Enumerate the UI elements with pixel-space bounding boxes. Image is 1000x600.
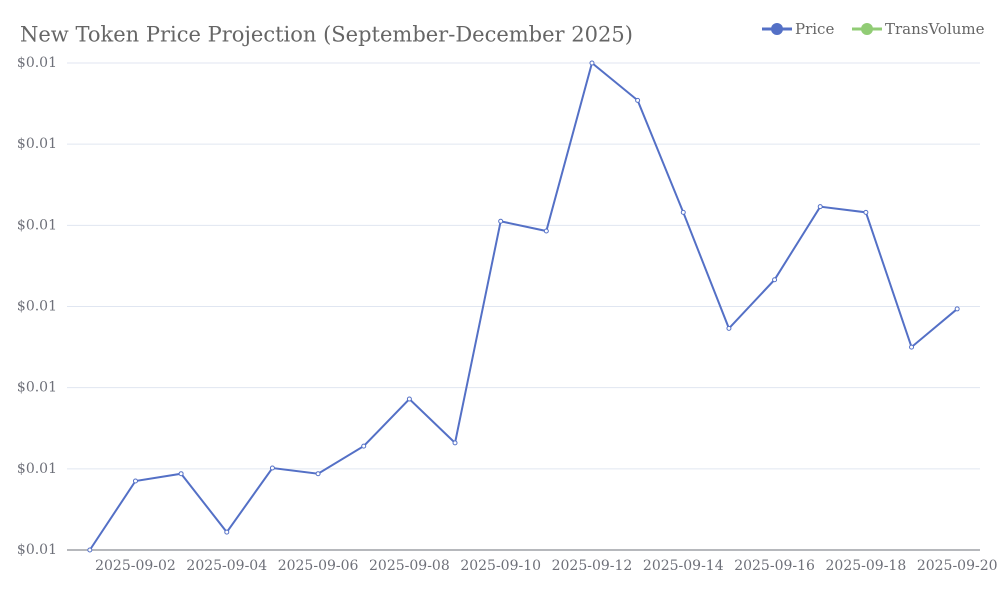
legend-marker (861, 23, 873, 35)
x-tick-label: 2025-09-06 (278, 558, 359, 574)
x-tick-label: 2025-09-12 (552, 558, 633, 574)
y-tick-label: $0.01 (17, 217, 57, 233)
data-point (817, 204, 823, 210)
data-point (452, 440, 458, 446)
data-point (726, 325, 732, 331)
x-tick-label: 2025-09-08 (369, 558, 450, 574)
data-point (635, 97, 641, 103)
x-tick-label: 2025-09-02 (95, 558, 176, 574)
y-tick-label: $0.01 (17, 542, 57, 558)
legend-marker (771, 23, 783, 35)
data-point (269, 465, 275, 471)
y-tick-label: $0.01 (17, 55, 57, 71)
x-tick-label: 2025-09-20 (917, 558, 998, 574)
data-point (680, 209, 686, 215)
data-point (224, 529, 230, 535)
data-point (178, 471, 184, 477)
data-point (863, 209, 869, 215)
y-tick-label: $0.01 (17, 299, 57, 315)
data-point (954, 306, 960, 312)
data-point (772, 277, 778, 283)
x-tick-label: 2025-09-18 (826, 558, 907, 574)
price-line (88, 61, 958, 551)
data-point (589, 60, 595, 66)
x-tick-label: 2025-09-16 (734, 558, 815, 574)
legend-item: Price (762, 20, 834, 38)
x-tick-label: 2025-09-14 (643, 558, 724, 574)
y-tick-label: $0.01 (17, 380, 57, 396)
legend-label: Price (795, 20, 834, 38)
data-point (498, 218, 504, 224)
legend-item: TransVolume (852, 20, 985, 38)
y-tick-label: $0.01 (17, 461, 57, 477)
data-point (87, 547, 93, 553)
data-point (406, 396, 412, 402)
data-point (909, 344, 915, 350)
data-point (132, 478, 138, 484)
x-tick-label: 2025-09-04 (186, 558, 267, 574)
chart-title: New Token Price Projection (September-De… (20, 23, 633, 47)
y-tick-label: $0.01 (17, 136, 57, 152)
x-tick-label: 2025-09-10 (460, 558, 541, 574)
data-point (361, 443, 367, 449)
data-point (315, 471, 321, 477)
legend-label: TransVolume (885, 20, 985, 38)
data-point (543, 228, 549, 234)
